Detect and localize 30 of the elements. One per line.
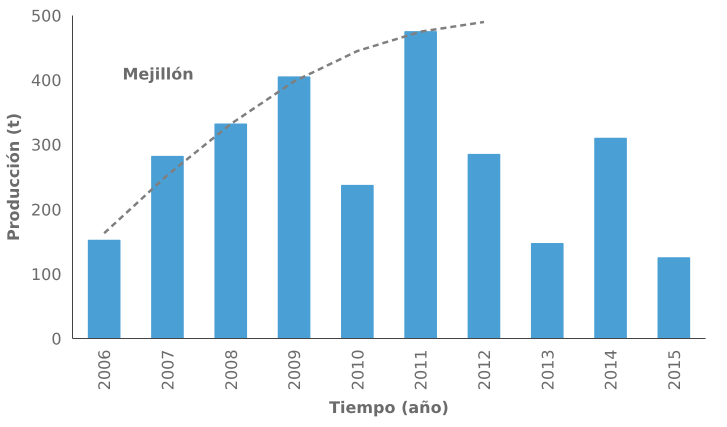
bar	[214, 124, 248, 338]
y-tick-label: 400	[30, 71, 62, 90]
x-tick-label: 2013	[538, 350, 558, 390]
line-series	[102, 20, 486, 234]
x-axis-title: Tiempo (año)	[329, 398, 449, 418]
bar	[658, 257, 690, 338]
y-tick-label: 300	[30, 136, 62, 155]
y-tick-label: 200	[30, 200, 62, 220]
x-tick-label: 2014	[602, 350, 621, 390]
annotation: Mejillón	[122, 64, 194, 84]
x-tick-label: 2015	[664, 350, 684, 390]
bar	[151, 156, 184, 338]
bar	[278, 76, 310, 338]
x-tick-label: 2012	[474, 350, 494, 390]
y-tick-label: 500	[30, 6, 62, 26]
y-axis-title: Producción (t)	[4, 112, 23, 242]
x-tick-label: 2009	[285, 350, 304, 390]
bar	[594, 138, 627, 338]
x-tick-label: 2011	[412, 350, 431, 390]
x-tick-label: 2010	[348, 350, 368, 390]
y-tick-label: 100	[30, 264, 62, 284]
bar	[341, 184, 374, 338]
x-tick-label: 2008	[222, 350, 241, 390]
bar	[404, 31, 437, 338]
x-tick-label: 2006	[95, 350, 114, 390]
y-tick-label: 0	[51, 330, 62, 348]
bar	[530, 243, 564, 338]
bar	[468, 154, 500, 338]
x-tick-label: 2007	[158, 350, 178, 390]
bar	[88, 240, 120, 338]
